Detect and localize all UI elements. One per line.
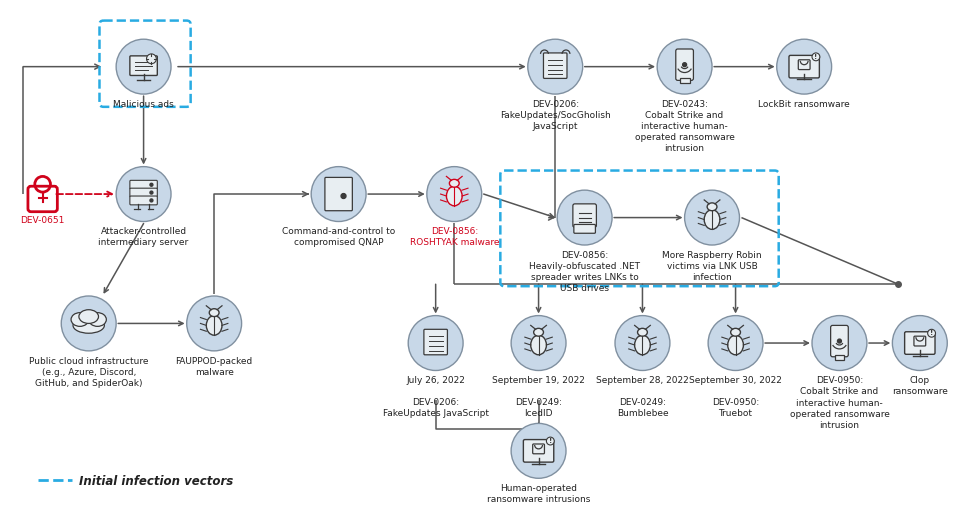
FancyBboxPatch shape bbox=[680, 79, 689, 83]
Circle shape bbox=[683, 63, 686, 66]
Ellipse shape bbox=[73, 317, 105, 333]
Text: FAUPPOD-packed
malware: FAUPPOD-packed malware bbox=[176, 357, 252, 377]
FancyBboxPatch shape bbox=[324, 177, 352, 211]
Text: September 28, 2022: September 28, 2022 bbox=[596, 376, 689, 385]
Circle shape bbox=[341, 194, 346, 198]
FancyBboxPatch shape bbox=[130, 56, 157, 76]
Text: Clop
ransomware: Clop ransomware bbox=[892, 376, 948, 396]
Text: September 19, 2022: September 19, 2022 bbox=[492, 376, 585, 385]
Circle shape bbox=[150, 183, 153, 186]
Text: !: ! bbox=[549, 438, 552, 444]
FancyBboxPatch shape bbox=[523, 440, 554, 462]
Ellipse shape bbox=[88, 313, 107, 327]
Text: Malicious ads: Malicious ads bbox=[113, 100, 174, 109]
Ellipse shape bbox=[534, 329, 543, 336]
Text: DEV-0651: DEV-0651 bbox=[20, 215, 65, 225]
Circle shape bbox=[511, 315, 566, 371]
FancyBboxPatch shape bbox=[676, 49, 693, 81]
Text: !: ! bbox=[930, 330, 933, 336]
FancyBboxPatch shape bbox=[799, 60, 810, 69]
Text: !: ! bbox=[814, 54, 818, 60]
Text: Initial infection vectors: Initial infection vectors bbox=[79, 475, 233, 488]
Circle shape bbox=[427, 167, 482, 222]
Circle shape bbox=[893, 315, 948, 371]
Circle shape bbox=[528, 39, 583, 94]
FancyBboxPatch shape bbox=[130, 188, 157, 197]
Text: DEV-0249:
Bumblebee: DEV-0249: Bumblebee bbox=[616, 398, 668, 418]
FancyBboxPatch shape bbox=[789, 55, 820, 78]
Circle shape bbox=[408, 315, 463, 371]
FancyBboxPatch shape bbox=[834, 355, 845, 359]
Text: DEV-0249:
IcedID: DEV-0249: IcedID bbox=[516, 398, 562, 418]
Circle shape bbox=[150, 199, 153, 202]
Circle shape bbox=[511, 423, 566, 478]
Text: Public cloud infrastructure
(e.g., Azure, Discord,
GitHub, and SpiderOak): Public cloud infrastructure (e.g., Azure… bbox=[29, 357, 149, 388]
Ellipse shape bbox=[637, 329, 647, 336]
Text: Human-operated
ransomware intrusions: Human-operated ransomware intrusions bbox=[487, 484, 590, 504]
Circle shape bbox=[186, 296, 242, 351]
Ellipse shape bbox=[731, 329, 740, 336]
Ellipse shape bbox=[728, 335, 743, 355]
FancyBboxPatch shape bbox=[574, 225, 595, 233]
FancyBboxPatch shape bbox=[573, 204, 596, 227]
Circle shape bbox=[546, 437, 554, 445]
Ellipse shape bbox=[209, 309, 219, 316]
Text: DEV-0243:
Cobalt Strike and
interactive human-
operated ransomware
intrusion: DEV-0243: Cobalt Strike and interactive … bbox=[635, 100, 734, 154]
Text: July 26, 2022: July 26, 2022 bbox=[406, 376, 465, 385]
Text: DEV-0206:
FakeUpdates JavaScript: DEV-0206: FakeUpdates JavaScript bbox=[383, 398, 489, 418]
Ellipse shape bbox=[449, 179, 459, 187]
Circle shape bbox=[116, 167, 171, 222]
Circle shape bbox=[116, 39, 171, 94]
Ellipse shape bbox=[71, 313, 88, 327]
FancyBboxPatch shape bbox=[533, 444, 544, 454]
FancyBboxPatch shape bbox=[830, 325, 849, 357]
Text: Command-and-control to
compromised QNAP: Command-and-control to compromised QNAP bbox=[282, 227, 396, 247]
Circle shape bbox=[615, 315, 670, 371]
Circle shape bbox=[147, 54, 156, 64]
Ellipse shape bbox=[635, 335, 650, 355]
FancyBboxPatch shape bbox=[914, 336, 925, 346]
Circle shape bbox=[557, 190, 612, 245]
Circle shape bbox=[61, 296, 116, 351]
FancyBboxPatch shape bbox=[543, 53, 567, 79]
Circle shape bbox=[311, 167, 366, 222]
Ellipse shape bbox=[206, 315, 222, 335]
Text: LockBit ransomware: LockBit ransomware bbox=[758, 100, 850, 109]
Text: September 30, 2022: September 30, 2022 bbox=[689, 376, 782, 385]
Text: DEV-0856:
Heavily-obfuscated .NET
spreader writes LNKs to
USB drives: DEV-0856: Heavily-obfuscated .NET spread… bbox=[529, 251, 640, 293]
Circle shape bbox=[658, 39, 712, 94]
FancyBboxPatch shape bbox=[904, 332, 935, 354]
FancyBboxPatch shape bbox=[130, 196, 157, 205]
Circle shape bbox=[812, 53, 820, 61]
Ellipse shape bbox=[79, 310, 99, 323]
Ellipse shape bbox=[705, 210, 720, 229]
Text: DEV-0950:
Cobalt Strike and
interactive human-
operated ransomware
intrusion: DEV-0950: Cobalt Strike and interactive … bbox=[789, 376, 889, 430]
Ellipse shape bbox=[708, 203, 717, 211]
Circle shape bbox=[812, 315, 867, 371]
Text: DEV-0950:
Truebot: DEV-0950: Truebot bbox=[712, 398, 759, 418]
Ellipse shape bbox=[446, 186, 462, 206]
Circle shape bbox=[150, 191, 153, 194]
FancyBboxPatch shape bbox=[130, 180, 157, 189]
FancyBboxPatch shape bbox=[424, 330, 447, 355]
Circle shape bbox=[837, 339, 841, 343]
Ellipse shape bbox=[531, 335, 546, 355]
Text: DEV-0856:
ROSHTYAK malware: DEV-0856: ROSHTYAK malware bbox=[410, 227, 499, 247]
Circle shape bbox=[684, 190, 739, 245]
Circle shape bbox=[777, 39, 831, 94]
Circle shape bbox=[927, 330, 935, 337]
Text: More Raspberry Robin
victims via LNK USB
infection: More Raspberry Robin victims via LNK USB… bbox=[662, 251, 762, 282]
Text: DEV-0206:
FakeUpdates/SocGholish
JavaScript: DEV-0206: FakeUpdates/SocGholish JavaScr… bbox=[500, 100, 611, 131]
Text: Attacker-controlled
intermediary server: Attacker-controlled intermediary server bbox=[99, 227, 189, 247]
Circle shape bbox=[708, 315, 763, 371]
